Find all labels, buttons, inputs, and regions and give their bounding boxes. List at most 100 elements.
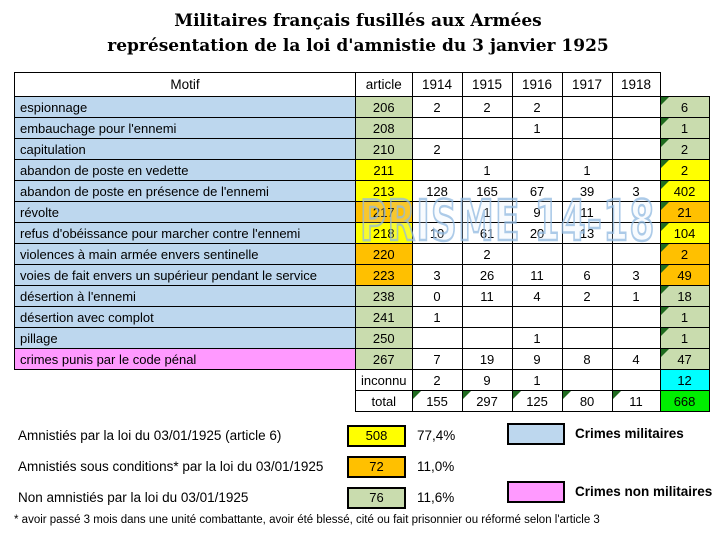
year-value-cell: 1 (461, 159, 513, 181)
legend-swatch (507, 481, 565, 503)
column-header-1917: 1917 (561, 72, 613, 97)
year-value-cell: 155 (411, 390, 463, 412)
year-value-cell: 9 (511, 348, 563, 370)
article-cell: 223 (355, 264, 413, 286)
summary-value-box: 76 (347, 487, 406, 509)
year-value-cell (511, 306, 563, 328)
year-value-cell: 4 (511, 285, 563, 307)
year-value-cell (611, 96, 661, 118)
year-value-cell: 7 (411, 348, 463, 370)
year-value-cell: 80 (561, 390, 613, 412)
year-value-cell: 61 (461, 222, 513, 244)
legend-label: Crimes militaires (575, 426, 684, 441)
year-value-cell: 3 (611, 180, 661, 202)
summary-percent: 77,4% (417, 428, 456, 443)
motif-cell: capitulation (14, 138, 356, 160)
motif-cell: désertion avec complot (14, 306, 356, 328)
year-value-cell: 19 (461, 348, 513, 370)
footnote: * avoir passé 3 mois dans une unité comb… (14, 514, 600, 526)
year-value-cell (461, 117, 513, 139)
row-total-cell: 21 (659, 201, 710, 223)
year-value-cell: 128 (411, 180, 463, 202)
year-value-cell: 4 (611, 348, 661, 370)
year-value-cell: 11 (611, 390, 661, 412)
motif-cell: refus d'obéissance pour marcher contre l… (14, 222, 356, 244)
motif-cell: révolte (14, 201, 356, 223)
column-header-total-blank (660, 72, 710, 97)
row-total-cell: 2 (659, 159, 710, 181)
column-header-article: article (355, 72, 413, 97)
row-total-cell: 49 (659, 264, 710, 286)
page-title-line2: représentation de la loi d'amnistie du 3… (107, 35, 609, 56)
year-value-cell (611, 369, 661, 391)
amnesty-table: Motif article 1914 1915 1916 1917 1918 espionna… (14, 72, 710, 412)
row-total-cell: 1 (659, 327, 710, 349)
year-value-cell: 2 (411, 369, 463, 391)
inconnu-total-cell: 12 (659, 369, 710, 391)
total-total-cell: 668 (659, 390, 710, 412)
column-header-motif: Motif (14, 72, 356, 97)
year-value-cell: 11 (461, 285, 513, 307)
year-value-cell: 26 (461, 264, 513, 286)
year-value-cell (611, 117, 661, 139)
year-value-cell (611, 327, 661, 349)
year-value-cell: 6 (561, 264, 613, 286)
year-value-cell: 2 (411, 96, 463, 118)
year-value-cell (411, 327, 463, 349)
row-total-cell: 402 (659, 180, 710, 202)
summary-value-box: 72 (347, 456, 406, 478)
year-value-cell (411, 117, 463, 139)
page-title: Militaires français fusillés aux Armées … (0, 9, 716, 58)
row-total-cell: 2 (659, 243, 710, 265)
row-total-cell: 2 (659, 138, 710, 160)
year-value-cell: 11 (511, 264, 563, 286)
year-value-cell (611, 138, 661, 160)
motif-empty-cell (14, 390, 356, 412)
summary-label: Amnistiés sous conditions* par la loi du… (18, 459, 324, 474)
year-value-cell (561, 369, 613, 391)
motif-cell: violences à main armée envers sentinelle (14, 243, 356, 265)
column-header-1918: 1918 (611, 72, 661, 97)
year-value-cell: 39 (561, 180, 613, 202)
year-value-cell (561, 117, 613, 139)
year-value-cell (461, 138, 513, 160)
legend-row: Crimes militaires (0, 423, 716, 445)
row-total-cell: 6 (659, 96, 710, 118)
year-value-cell: 1 (411, 306, 463, 328)
article-cell: 250 (355, 327, 413, 349)
total-label-cell: total (355, 390, 413, 412)
article-cell: 206 (355, 96, 413, 118)
article-cell: 213 (355, 180, 413, 202)
year-value-cell: 1 (561, 159, 613, 181)
year-value-cell (611, 201, 661, 223)
row-total-cell: 1 (659, 306, 710, 328)
year-value-cell: 2 (461, 243, 513, 265)
motif-empty-cell (14, 369, 356, 391)
article-cell: 220 (355, 243, 413, 265)
inconnu-label-cell: inconnu (355, 369, 413, 391)
year-value-cell: 8 (561, 348, 613, 370)
year-value-cell (511, 159, 563, 181)
motif-cell: désertion à l'ennemi (14, 285, 356, 307)
legend-label: Crimes non militaires (575, 484, 713, 499)
year-value-cell (511, 138, 563, 160)
motif-cell: abandon de poste en présence de l'ennemi (14, 180, 356, 202)
year-value-cell: 1 (611, 285, 661, 307)
year-value-cell (561, 327, 613, 349)
year-value-cell (561, 96, 613, 118)
year-value-cell (461, 306, 513, 328)
year-value-cell: 1 (511, 117, 563, 139)
year-value-cell: 20 (511, 222, 563, 244)
year-value-cell: 0 (411, 285, 463, 307)
motif-cell: abandon de poste en vedette (14, 159, 356, 181)
year-value-cell: 1 (461, 201, 513, 223)
year-value-cell: 165 (461, 180, 513, 202)
year-value-cell: 3 (611, 264, 661, 286)
motif-cell: espionnage (14, 96, 356, 118)
year-value-cell (611, 306, 661, 328)
page-title-line1: Militaires français fusillés aux Armées (174, 11, 542, 31)
year-value-cell (611, 243, 661, 265)
legend-swatch (507, 423, 565, 445)
motif-cell: crimes punis par le code pénal (14, 348, 356, 370)
